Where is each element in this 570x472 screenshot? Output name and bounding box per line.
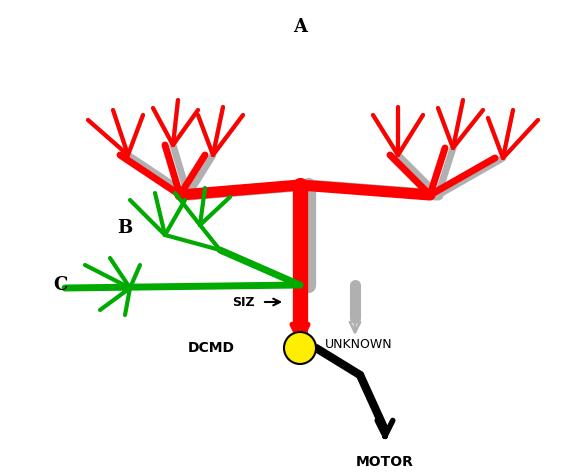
- Text: SIZ: SIZ: [232, 295, 255, 309]
- Text: A: A: [293, 18, 307, 36]
- Text: UNKNOWN: UNKNOWN: [325, 338, 393, 352]
- Circle shape: [284, 332, 316, 364]
- Text: MOTOR: MOTOR: [356, 455, 414, 469]
- Text: B: B: [117, 219, 133, 237]
- Text: C: C: [53, 276, 67, 294]
- Text: DCMD: DCMD: [188, 341, 235, 355]
